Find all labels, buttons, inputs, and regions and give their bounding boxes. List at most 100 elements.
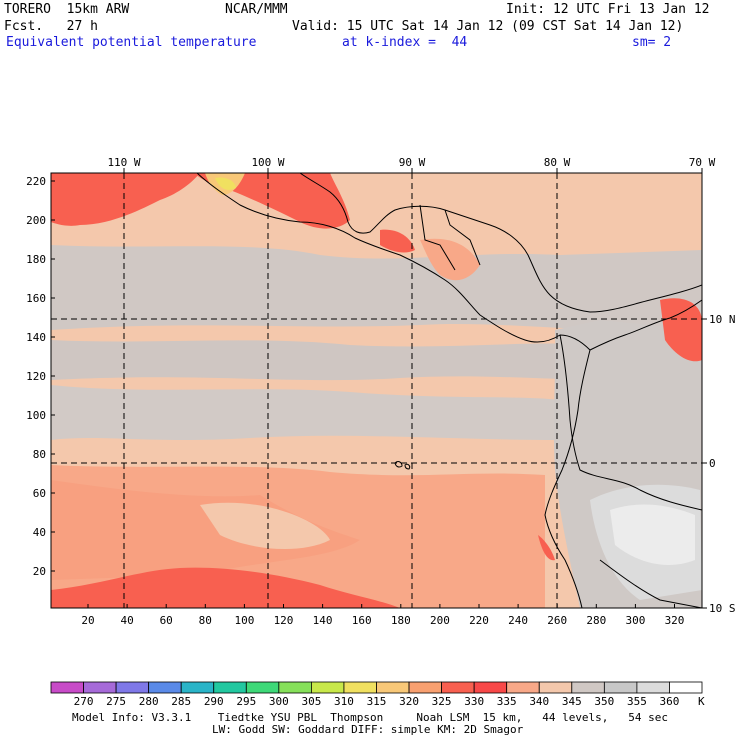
gray-band-north: [51, 245, 702, 332]
x-tick-label: 40: [120, 614, 133, 627]
lat-lon-grid: [51, 173, 702, 608]
colorbar-swatch: [115, 681, 150, 694]
colorbar-label: 320: [399, 695, 419, 708]
colorbar-unit: K: [698, 695, 705, 708]
x-tick-label: 220: [469, 614, 489, 627]
colorbar-swatch: [408, 681, 442, 694]
colorbar-swatch: [538, 681, 573, 694]
y-tick-label: 120: [26, 370, 46, 383]
map-frame: [50, 172, 703, 609]
colorbar-label: 340: [529, 695, 549, 708]
coastlines: [196, 173, 702, 608]
colorbar-swatch: [603, 681, 638, 694]
lat-label: 10 N: [709, 313, 736, 326]
colorbar-swatch: [83, 681, 117, 694]
colorbar-label: 355: [627, 695, 647, 708]
lon-label: 110 W: [107, 156, 140, 169]
colorbar-swatch: [571, 681, 605, 694]
y-tick-label: 80: [33, 448, 46, 461]
lon-label: 80 W: [544, 156, 571, 169]
y-tick-label: 100: [26, 409, 46, 422]
salmon-honduras: [420, 238, 480, 281]
colorbar-label: 325: [432, 695, 452, 708]
colorbar-label: 280: [139, 695, 159, 708]
salmon-southwest: [51, 480, 360, 580]
red-venezuela: [660, 298, 702, 362]
x-tick-label: 180: [391, 614, 411, 627]
lon-label: 90 W: [399, 156, 426, 169]
border-peru-bolivia: [599, 559, 702, 608]
footer-physics: LW: Godd SW: Goddard DIFF: simple KM: 2D…: [212, 723, 524, 736]
colorbar-swatch: [441, 681, 475, 694]
footer-model-info: Model Info: V3.3.1 Tiedtke YSU PBL Thomp…: [72, 711, 669, 724]
x-tick-label: 100: [234, 614, 254, 627]
colorbar-label: 360: [660, 695, 680, 708]
colorbar-swatch: [343, 681, 377, 694]
level-label: at k-index = 44: [342, 35, 468, 50]
gray-band-south: [51, 385, 560, 440]
red-guatemala: [380, 229, 415, 253]
colorbar-label: 290: [204, 695, 224, 708]
colorbar-label: 275: [106, 695, 126, 708]
colorbar-labels: 270 275 280 285 290 295 300 305 310 315 320 325 330 3…: [74, 695, 705, 708]
colorbar-label: 335: [497, 695, 517, 708]
colorbar-swatch: [473, 681, 508, 694]
red-south: [51, 567, 400, 608]
x-tick-label: 120: [274, 614, 294, 627]
y-tick-label: 160: [26, 292, 46, 305]
pacific-coast-south-america: [544, 349, 591, 608]
x-tick-label: 280: [586, 614, 606, 627]
colorbar-label: 315: [367, 695, 387, 708]
colorbar-label: 270: [74, 695, 94, 708]
colorbar-swatch: [669, 681, 703, 694]
colorbar-label: 305: [301, 695, 321, 708]
y-tick-label: 60: [33, 487, 46, 500]
colorbar-swatch: [310, 681, 345, 694]
valid-time: Valid: 15 UTC Sat 14 Jan 12 (09 CST Sat …: [292, 19, 684, 34]
colorbar-label: 310: [334, 695, 354, 708]
border-colombia-ecuador: [559, 334, 702, 511]
x-tick-label: 320: [665, 614, 685, 627]
x-tick-label: 200: [430, 614, 450, 627]
lon-label: 100 W: [251, 156, 284, 169]
lat-label: 0: [709, 457, 716, 470]
colorbar-label: 350: [594, 695, 614, 708]
colorbar-swatch: [278, 681, 312, 694]
y-tick-label: 200: [26, 214, 46, 227]
colorbar-label: 330: [464, 695, 484, 708]
pacific-coast-central-america: [196, 173, 702, 351]
lat-label: 10 S: [709, 602, 736, 615]
x-tick-label: 80: [199, 614, 212, 627]
y-tick-label: 40: [33, 526, 46, 539]
init-time: Init: 12 UTC Fri 13 Jan 12: [506, 2, 710, 17]
y-tick-label: 220: [26, 175, 46, 188]
field-name: Equivalent potential temperature: [6, 35, 257, 50]
y-tick-label: 180: [26, 253, 46, 266]
colorbar-swatch: [50, 681, 84, 694]
caribbean-coast: [299, 173, 702, 313]
colorbar-label: 295: [236, 695, 256, 708]
model-title: TORERO 15km ARW: [4, 2, 130, 17]
x-tick-label: 240: [508, 614, 528, 627]
colorbar-swatch: [180, 681, 215, 694]
colorbar-label: 345: [562, 695, 582, 708]
border-honduras: [444, 209, 481, 266]
x-tick-label: 160: [352, 614, 372, 627]
red-northwest: [51, 173, 200, 226]
colorbar-label: 300: [269, 695, 289, 708]
colorbar-swatch: [506, 681, 540, 694]
border-guatemala-mexico: [419, 204, 456, 271]
tan-patch-south: [200, 502, 330, 550]
y-tick-label: 20: [33, 565, 46, 578]
x-tick-label: 140: [313, 614, 333, 627]
colorbar-swatch: [376, 681, 410, 694]
red-peru-coast: [538, 535, 555, 561]
axis-labels: 110 W 100 W 90 W 80 W 70 W 10 N 0 10 S 220 200 180…: [26, 156, 735, 627]
x-tick-label: 20: [81, 614, 94, 627]
colorbar-swatch: [245, 681, 280, 694]
smooth-label: sm= 2: [632, 35, 672, 50]
colorbar: [50, 681, 703, 694]
white-region-andes: [610, 504, 695, 565]
x-tick-label: 300: [625, 614, 645, 627]
axis-ticks: [51, 168, 707, 609]
